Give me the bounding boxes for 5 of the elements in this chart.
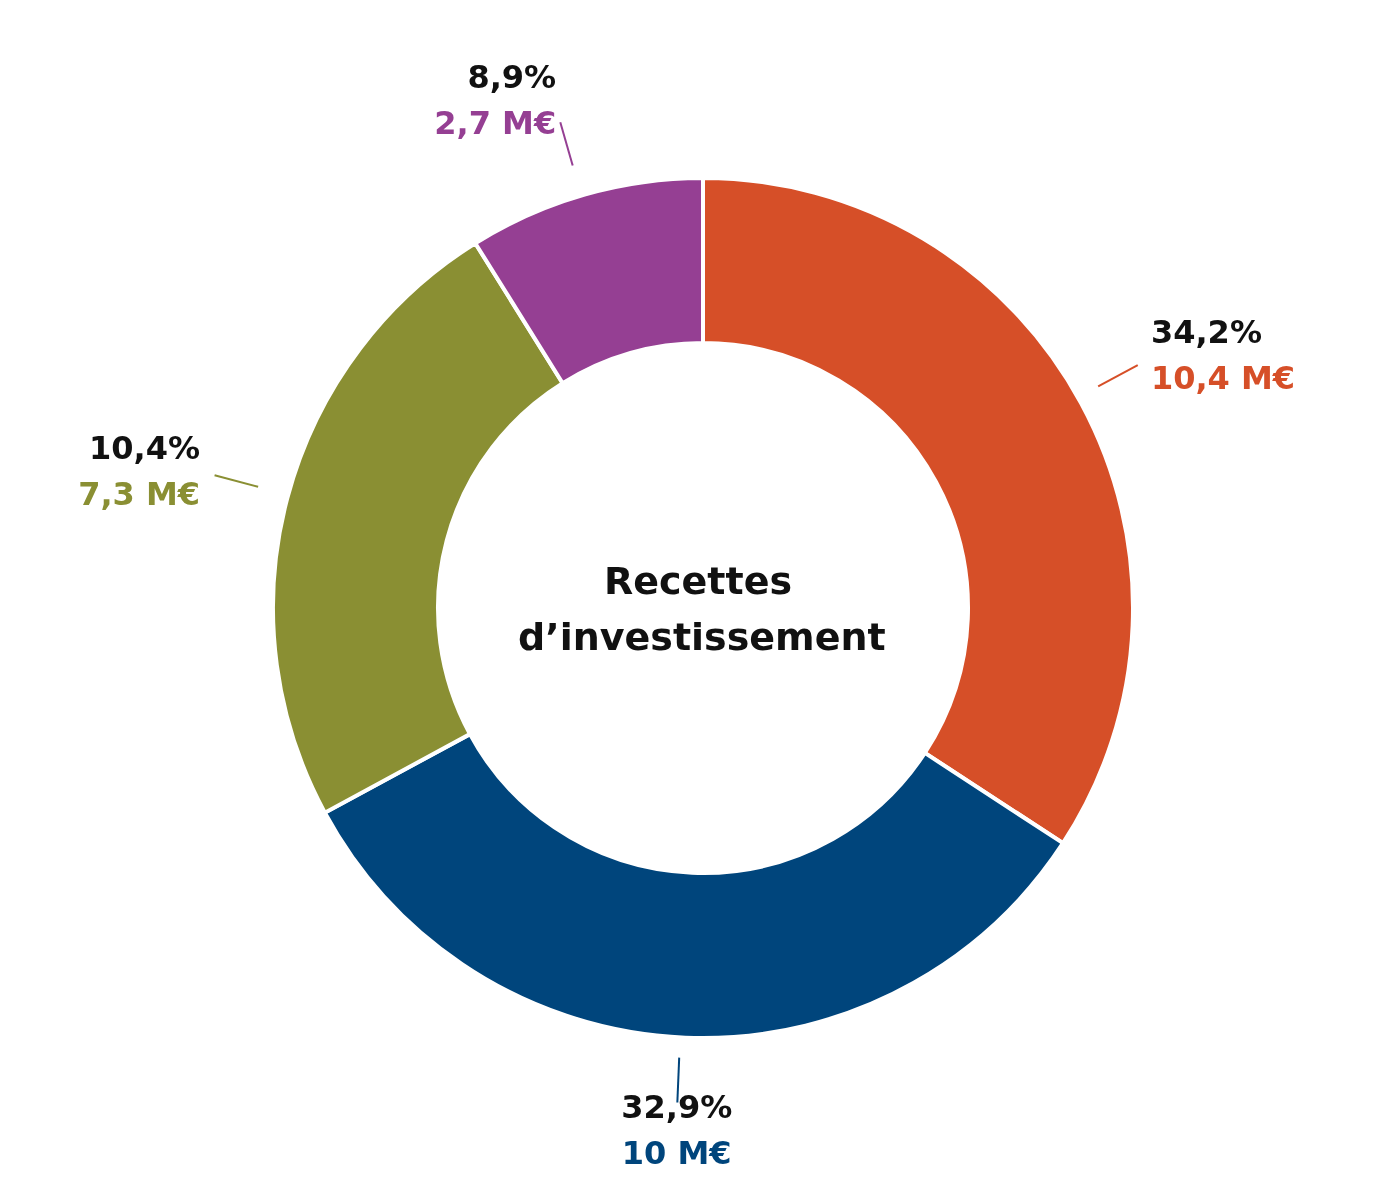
data-label: 8,9% 2,7 M€	[434, 58, 557, 143]
data-label: 34,2% 10,4 M€	[1150, 313, 1296, 398]
data-label: 10,4% 7,3 M€	[78, 428, 201, 513]
data-label: 32,9% 10 M€	[621, 1087, 733, 1172]
text: Recettes d’investissement	[518, 558, 886, 661]
